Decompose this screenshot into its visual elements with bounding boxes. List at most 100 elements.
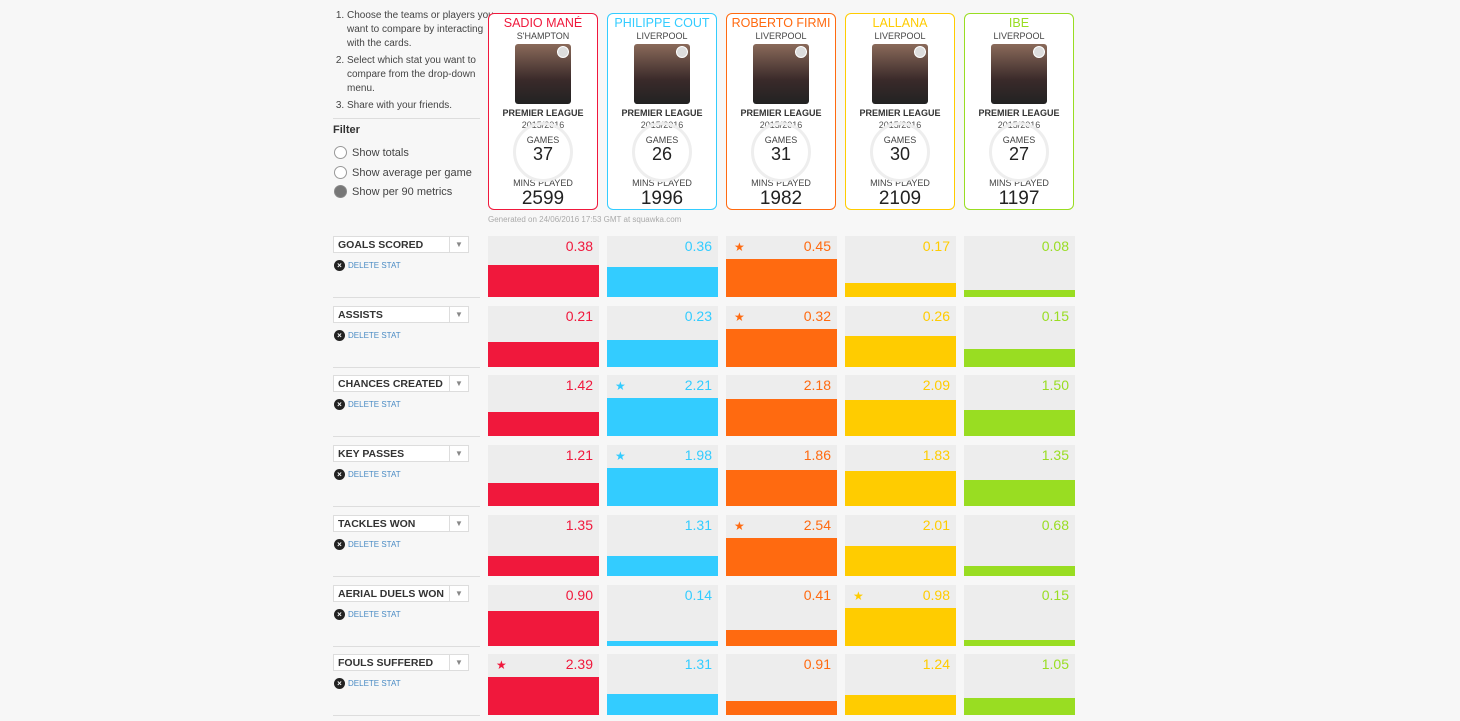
chevron-down-icon[interactable]: ▼ (449, 307, 468, 322)
radio-show-totals[interactable]: Show totals (334, 146, 409, 159)
stat-value: 1.86 (803, 447, 831, 463)
stat-value: 0.08 (1041, 238, 1069, 254)
radio-label: Show totals (352, 146, 409, 159)
chevron-down-icon[interactable]: ▼ (449, 516, 468, 531)
league: PREMIER LEAGUE (978, 108, 1060, 118)
chevron-down-icon[interactable]: ▼ (449, 376, 468, 391)
radio-show-average[interactable]: Show average per game (334, 166, 472, 179)
close-icon: × (334, 399, 345, 410)
stat-cell: 2.09 (845, 375, 956, 436)
delete-stat-button[interactable]: × DELETE STAT (334, 539, 401, 550)
delete-stat-button[interactable]: × DELETE STAT (334, 399, 401, 410)
club-badge-icon (795, 46, 807, 58)
star-icon: ★ (734, 519, 745, 533)
mins-label: MINS PLAYED (751, 178, 811, 188)
star-icon: ★ (734, 240, 745, 254)
stat-cell: 0.23 (607, 306, 718, 367)
club-badge-icon (557, 46, 569, 58)
player-card[interactable]: SADIO MANÉ S'HAMPTON PREMIER LEAGUE 2015… (488, 13, 598, 210)
chevron-down-icon[interactable]: ▼ (449, 655, 468, 670)
delete-stat-button[interactable]: × DELETE STAT (334, 678, 401, 689)
stat-bar (726, 538, 837, 576)
stat-bar (607, 339, 718, 367)
games-value: 37 (532, 144, 554, 164)
close-icon: × (334, 260, 345, 271)
close-icon: × (334, 609, 345, 620)
radio-show-per-90[interactable]: Show per 90 metrics (334, 185, 452, 198)
stat-value: 2.39 (565, 656, 593, 672)
chevron-down-icon[interactable]: ▼ (449, 586, 468, 601)
stat-label: ASSISTS (338, 309, 383, 321)
divider (333, 367, 480, 368)
delete-stat-button[interactable]: × DELETE STAT (334, 609, 401, 620)
stat-bar (607, 468, 718, 506)
star-icon: ★ (496, 658, 507, 672)
stat-cell: 1.83 (845, 445, 956, 506)
radio-icon[interactable] (334, 166, 347, 179)
games-label: GAMES (764, 135, 798, 145)
stat-cell: 0.15 (964, 306, 1075, 367)
stat-bar (488, 342, 599, 367)
player-name: LALLANA (872, 16, 928, 30)
stat-bar (488, 555, 599, 576)
stat-bar (964, 565, 1075, 576)
star-icon: ★ (734, 310, 745, 324)
stat-dropdown[interactable]: FOULS SUFFERED ▼ (333, 654, 469, 671)
stat-cell: ★ 1.98 (607, 445, 718, 506)
radio-icon[interactable] (334, 185, 347, 198)
delete-stat-button[interactable]: × DELETE STAT (334, 260, 401, 271)
delete-stat-button[interactable]: × DELETE STAT (334, 330, 401, 341)
stat-cell: 1.35 (964, 445, 1075, 506)
stat-cell: ★ 0.45 (726, 236, 837, 297)
radio-icon[interactable] (334, 146, 347, 159)
stat-value: 0.32 (803, 308, 831, 324)
player-card[interactable]: PHILIPPE COUT LIVERPOOL PREMIER LEAGUE 2… (607, 13, 717, 210)
chevron-down-icon[interactable]: ▼ (449, 237, 468, 252)
club-badge-icon (676, 46, 688, 58)
games-label: GAMES (645, 135, 679, 145)
delete-stat-label: DELETE STAT (348, 331, 401, 340)
player-card[interactable]: ROBERTO FIRMI LIVERPOOL PREMIER LEAGUE 2… (726, 13, 836, 210)
stat-value: 0.14 (684, 587, 712, 603)
team-name: LIVERPOOL (874, 31, 926, 41)
stat-bar (845, 400, 956, 436)
stat-cell: 2.01 (845, 515, 956, 576)
stat-dropdown[interactable]: AERIAL DUELS WON ▼ (333, 585, 469, 602)
player-card[interactable]: LALLANA LIVERPOOL PREMIER LEAGUE 2015/20… (845, 13, 955, 210)
stat-value: 1.83 (922, 447, 950, 463)
stat-value: 0.23 (684, 308, 712, 324)
games-label: GAMES (526, 135, 560, 145)
stat-cell: 0.36 (607, 236, 718, 297)
chevron-down-icon[interactable]: ▼ (449, 446, 468, 461)
stat-bar (845, 336, 956, 367)
games-value: 31 (770, 144, 792, 164)
stat-dropdown[interactable]: KEY PASSES ▼ (333, 445, 469, 462)
stat-value: 0.15 (1041, 587, 1069, 603)
stat-value: 1.98 (684, 447, 712, 463)
stat-cell: ★ 2.39 (488, 654, 599, 715)
player-card[interactable]: IBE LIVERPOOL PREMIER LEAGUE 2015/2016 G… (964, 13, 1074, 210)
stat-dropdown[interactable]: TACKLES WON ▼ (333, 515, 469, 532)
stat-dropdown[interactable]: ASSISTS ▼ (333, 306, 469, 323)
stat-dropdown[interactable]: CHANCES CREATED ▼ (333, 375, 469, 392)
stat-bar (488, 411, 599, 436)
delete-stat-label: DELETE STAT (348, 261, 401, 270)
stat-bar (488, 482, 599, 506)
stat-value: 0.68 (1041, 517, 1069, 533)
delete-stat-button[interactable]: × DELETE STAT (334, 469, 401, 480)
player-name: IBE (1008, 16, 1030, 30)
delete-stat-label: DELETE STAT (348, 679, 401, 688)
stat-cell: ★ 2.21 (607, 375, 718, 436)
stat-label: CHANCES CREATED (338, 378, 443, 390)
star-icon: ★ (853, 589, 864, 603)
stat-bar (964, 640, 1075, 646)
stat-bar (964, 698, 1075, 715)
stat-bar (845, 695, 956, 715)
stat-dropdown[interactable]: GOALS SCORED ▼ (333, 236, 469, 253)
league: PREMIER LEAGUE (859, 108, 941, 118)
mins-label: MINS PLAYED (632, 178, 692, 188)
generated-note: Generated on 24/06/2016 17:53 GMT at squ… (488, 215, 682, 224)
club-badge-icon (914, 46, 926, 58)
games-label: GAMES (1002, 135, 1036, 145)
radio-label: Show per 90 metrics (352, 185, 453, 198)
